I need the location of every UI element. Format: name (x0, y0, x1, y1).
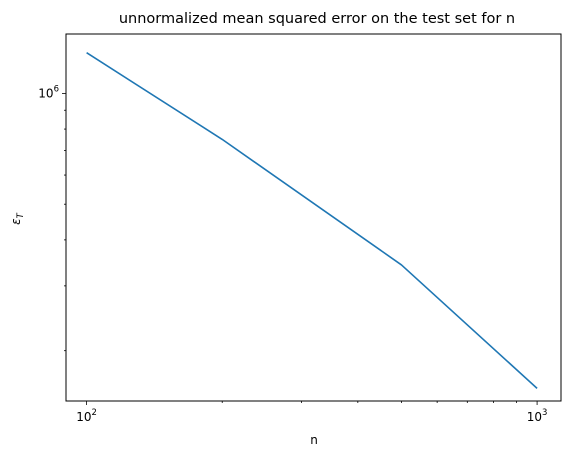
series-line-0 (86, 52, 538, 389)
y-axis-label-symbol: ε (9, 218, 23, 225)
x-axis-label: n (310, 433, 318, 447)
x-tick-label: 102 (76, 408, 97, 424)
y-axis-label-subscript: T (16, 212, 26, 218)
x-tick-label: 103 (527, 408, 548, 424)
chart-title: unnormalized mean squared error on the t… (119, 11, 515, 27)
svg-text:εT: εT (9, 212, 26, 225)
y-axis-label: εT (9, 212, 26, 225)
y-tick-label: 106 (38, 84, 59, 100)
plot-area: 102 103 106 (38, 33, 562, 424)
plot-frame (65, 33, 562, 402)
